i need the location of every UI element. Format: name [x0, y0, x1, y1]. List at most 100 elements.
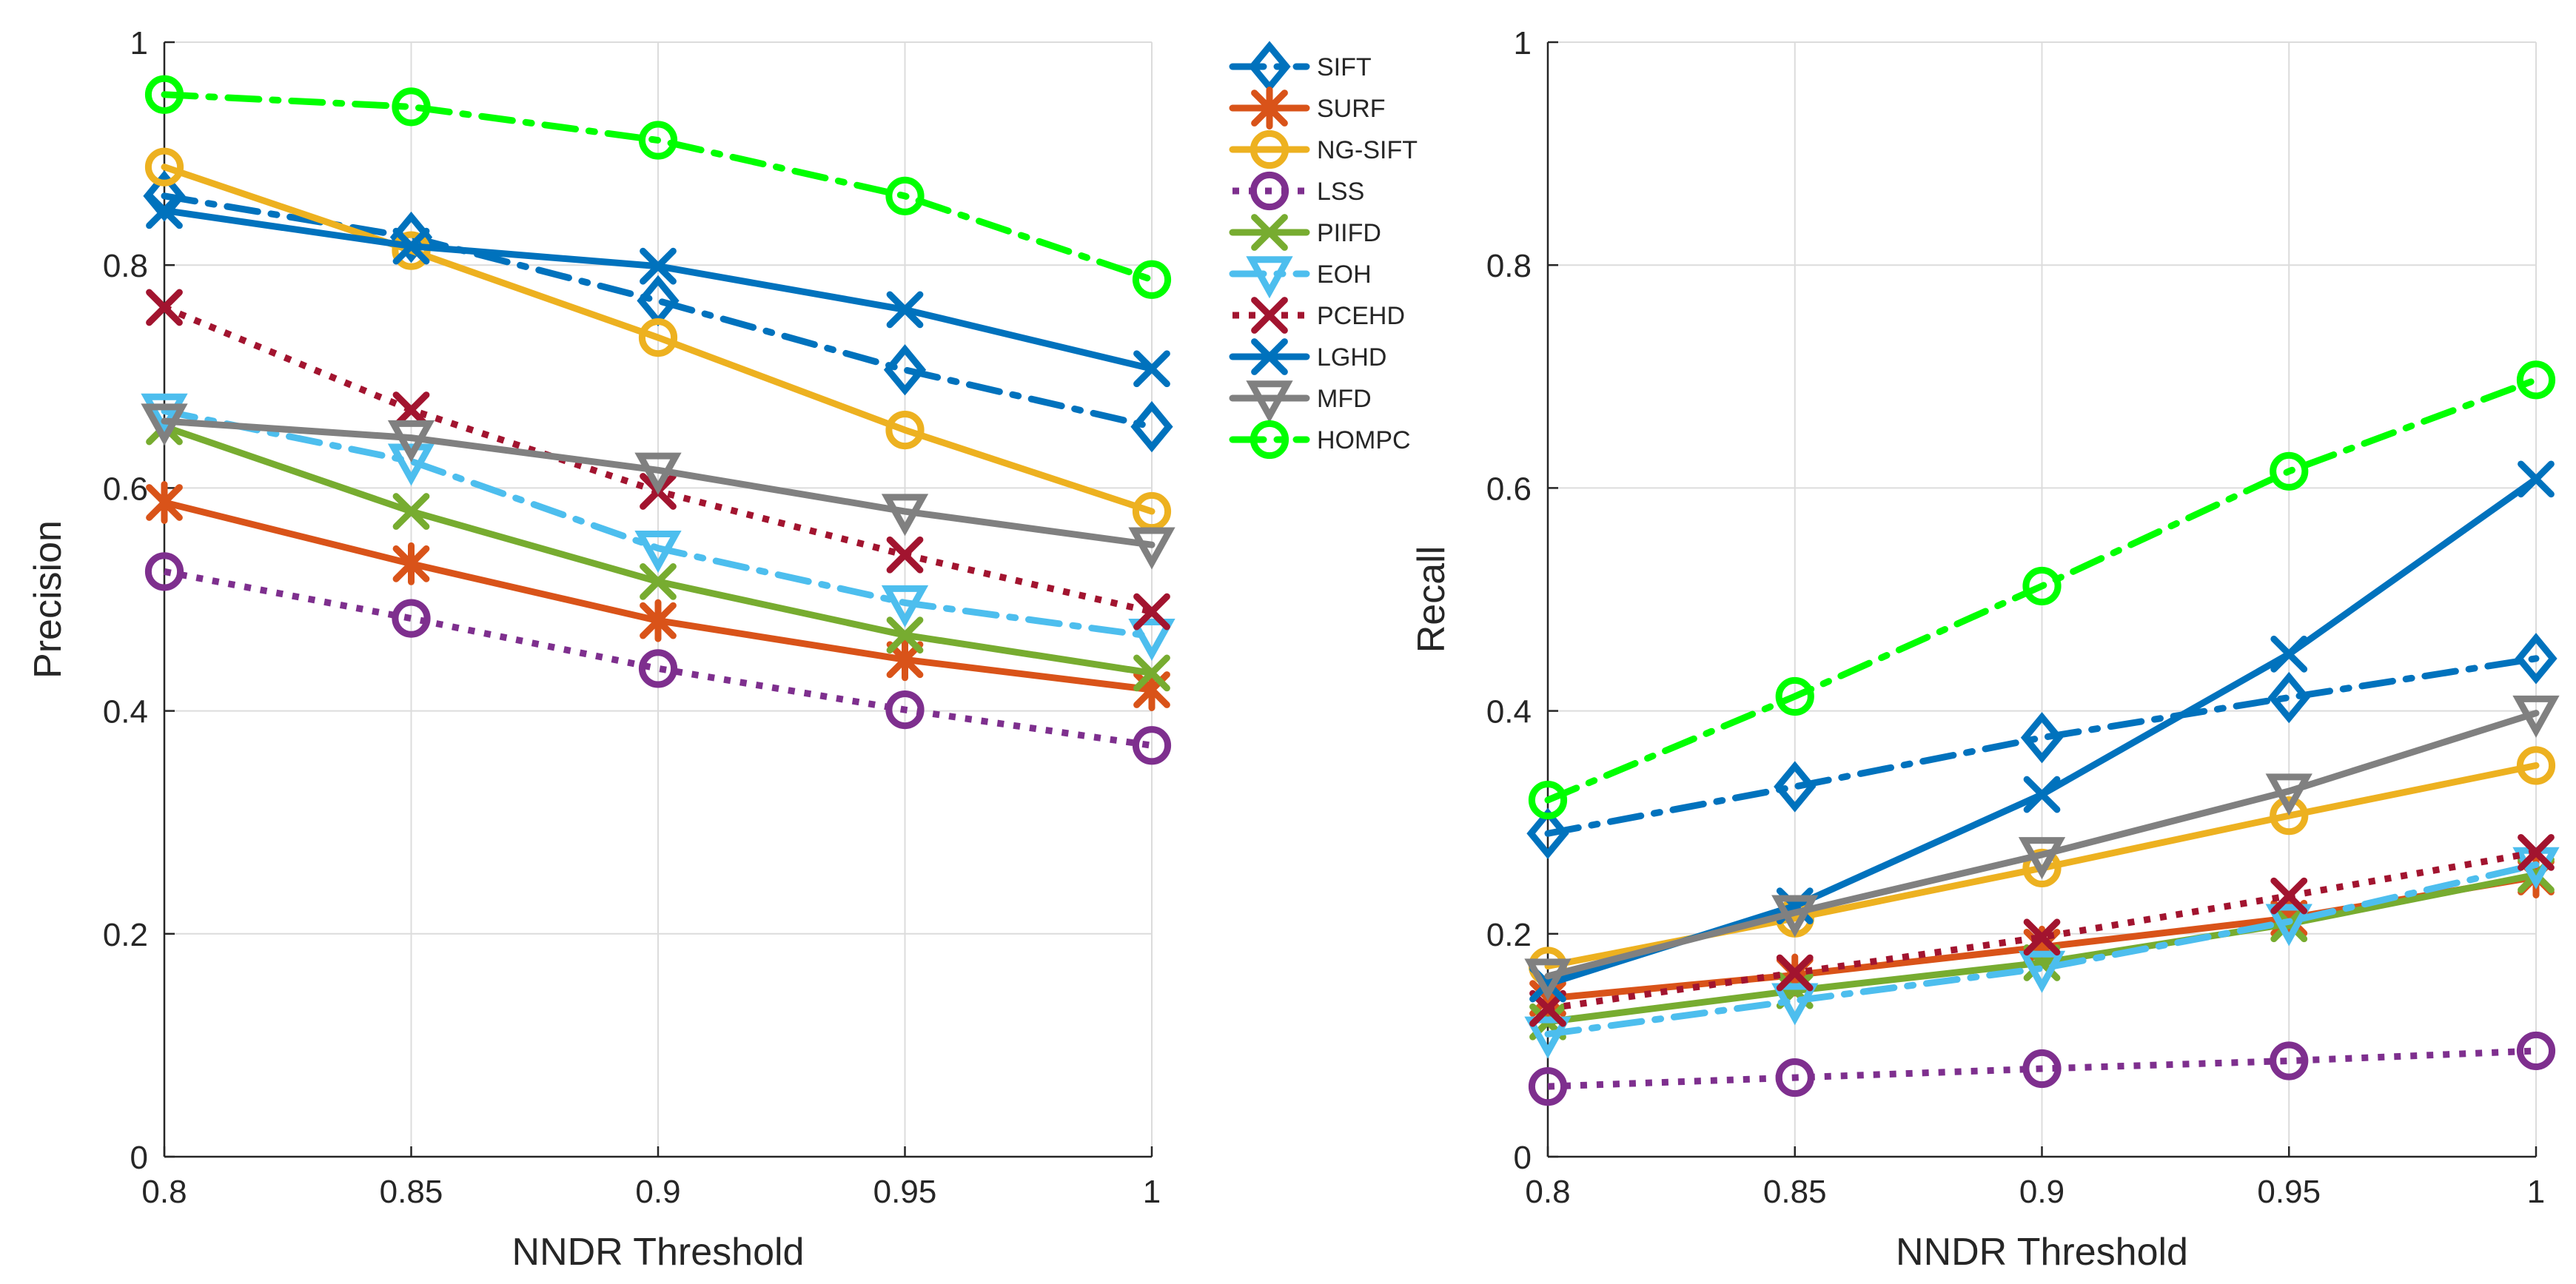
data-point-lss [638, 649, 678, 688]
data-point-surf [392, 542, 430, 585]
data-point-mfd [881, 494, 929, 537]
series-line-sift [161, 192, 1155, 431]
data-point-lss [2270, 1041, 2309, 1080]
y-tick-label: 0.6 [103, 471, 148, 507]
x-tick-label: 1 [2527, 1174, 2545, 1210]
data-point-piifd [886, 616, 924, 654]
legend-swatch-marker [1251, 297, 1288, 334]
series-eoh [141, 393, 1175, 661]
legend-swatch-marker [1251, 338, 1288, 375]
series-hompc [144, 75, 1172, 299]
y-tick-label: 1 [1514, 25, 1532, 61]
data-point-lghd [2023, 776, 2061, 813]
data-point-lss [2022, 1049, 2062, 1089]
y-tick-label: 0.4 [103, 694, 148, 730]
data-point-sift [2267, 671, 2310, 724]
data-point-lghd [1133, 350, 1170, 388]
y-tick-label: 0.2 [103, 917, 148, 953]
series-sift [1526, 633, 2557, 859]
data-point-hompc [1528, 780, 1568, 820]
data-point-ng-sift [2270, 796, 2309, 836]
x-tick-label: 0.85 [1763, 1174, 1827, 1210]
legend-swatch-marker [1250, 130, 1289, 169]
x-tick-label: 0.85 [380, 1174, 443, 1210]
legend-entry-ng-sift: NG-SIFT [1229, 130, 1418, 169]
data-point-sift [2515, 633, 2557, 685]
data-point-sift [2020, 712, 2064, 764]
series-line-lss [164, 568, 1153, 749]
data-point-sift [1526, 807, 1569, 859]
data-point-hompc [2516, 360, 2556, 400]
y-tick-label: 0.8 [103, 248, 148, 284]
x-tick-label: 0.8 [141, 1174, 187, 1210]
data-point-hompc [392, 87, 431, 127]
legend-label: LSS [1317, 178, 1364, 206]
data-point-mfd [1771, 895, 1819, 938]
legend-entry-piifd: PIIFD [1229, 214, 1381, 251]
data-point-eoh [1128, 618, 1175, 661]
data-point-hompc [1132, 260, 1172, 299]
y-tick-label: 0.4 [1486, 694, 1532, 730]
x-tick-label: 1 [1143, 1174, 1161, 1210]
data-point-lss [392, 599, 431, 638]
data-point-pcehd [1133, 593, 1170, 631]
series-line-eoh [161, 407, 1155, 640]
series-lghd [146, 192, 1170, 388]
data-point-ng-sift [144, 147, 184, 186]
legend-label: MFD [1317, 385, 1372, 413]
data-point-eoh [634, 531, 682, 573]
legend-entry-eoh: EOH [1229, 256, 1372, 299]
legend-entry-lghd: LGHD [1229, 338, 1386, 375]
legend-swatch-marker [1246, 256, 1293, 299]
data-point-mfd [141, 403, 188, 446]
legend-entry-mfd: MFD [1229, 380, 1372, 423]
legend-label: HOMPC [1317, 426, 1411, 454]
legend: SIFT SURF NG-SIFT LSS PIIFD EOH PCEHD LGHD MFD HO… [1229, 41, 1418, 460]
data-point-eoh [2265, 904, 2312, 947]
data-point-hompc [885, 176, 925, 215]
legend-label: SURF [1317, 95, 1386, 123]
data-point-ng-sift [885, 410, 925, 450]
series-mfd [1524, 695, 2560, 1001]
series-line-pcehd [1547, 849, 2537, 1012]
data-point-mfd [387, 420, 435, 463]
legend-swatch-marker [1250, 420, 1289, 460]
data-point-lss [885, 690, 925, 730]
series-mfd [141, 403, 1175, 570]
series-line-hompc [161, 91, 1155, 283]
data-point-lss [144, 552, 184, 591]
legend-label: EOH [1317, 261, 1372, 289]
data-point-lghd [146, 192, 183, 229]
legend-label: NG-SIFT [1317, 136, 1418, 164]
series-ng-sift [144, 147, 1172, 531]
x-tick-label: 0.9 [2019, 1174, 2065, 1210]
data-point-lghd [2518, 460, 2555, 498]
data-point-hompc [2270, 451, 2309, 491]
series-lss [1528, 1031, 2556, 1106]
series-line-mfd [161, 417, 1155, 548]
data-point-lghd [392, 227, 430, 265]
y-tick-label: 1 [130, 25, 148, 61]
data-point-surf [640, 599, 677, 642]
legend-entry-hompc: HOMPC [1229, 420, 1411, 460]
legend-swatch-marker [1246, 380, 1293, 423]
data-point-eoh [2018, 950, 2066, 993]
series-surf [146, 480, 1170, 711]
data-point-piifd [640, 563, 677, 600]
y-tick-label: 0 [1514, 1140, 1532, 1176]
data-point-pcehd [886, 536, 924, 574]
data-point-sift [1130, 400, 1173, 453]
data-point-sift [143, 170, 186, 222]
legend-swatch-marker [1251, 87, 1288, 130]
legend-entry-pcehd: PCEHD [1232, 297, 1405, 334]
data-point-lghd [2270, 635, 2308, 673]
data-point-eoh [881, 585, 929, 628]
series-line-ng-sift [161, 164, 1155, 515]
y-tick-label: 0 [130, 1140, 148, 1176]
data-point-lghd [886, 291, 924, 329]
legend-label: SIFT [1317, 53, 1372, 81]
y-tick-label: 0.2 [1486, 917, 1532, 953]
data-point-pcehd [2270, 877, 2308, 915]
series-lss [144, 552, 1172, 765]
